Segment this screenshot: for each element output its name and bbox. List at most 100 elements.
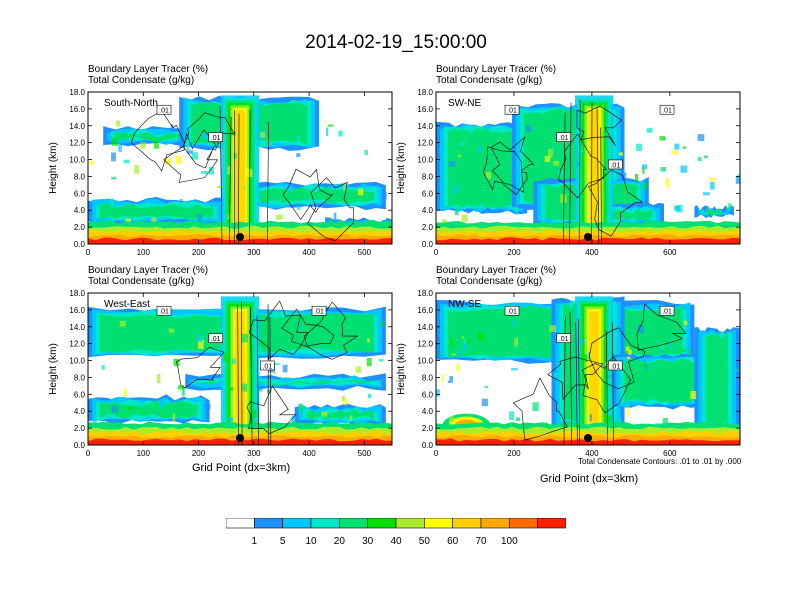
svg-text:.01: .01 bbox=[662, 108, 672, 115]
panel-west-east-xtick-label: 100 bbox=[137, 449, 151, 458]
panel-south-north-xtick-label: 400 bbox=[302, 248, 316, 257]
panel-nw-se-ytick-label: 14.0 bbox=[417, 323, 433, 332]
panel-sw-ne-ytick-label: 6.0 bbox=[422, 189, 434, 198]
colorbar-swatch bbox=[537, 518, 566, 529]
colorbar-swatch bbox=[452, 518, 482, 529]
panel-west-east-contour-label: .01 bbox=[260, 360, 275, 370]
panel-nw-se-ytick-label: 10.0 bbox=[417, 357, 433, 366]
panel-south-north-title-line2: Total Condensate (g/kg) bbox=[88, 75, 195, 86]
panel-west-east-ytick-label: 6.0 bbox=[74, 390, 86, 399]
panel-west-east-frame bbox=[87, 292, 393, 446]
panel-nw-se-ytick-label: 16.0 bbox=[417, 306, 433, 315]
panel-nw-se-ylabel: Height (km) bbox=[396, 343, 407, 395]
panel-south-north-frame bbox=[87, 91, 393, 245]
panel-south-north-xtick-label: 200 bbox=[192, 248, 206, 257]
panel-west-east-ytick-label: 0.0 bbox=[74, 441, 86, 450]
panel-sw-ne-ytick-label: 10.0 bbox=[417, 156, 433, 165]
panel-south-north-plot: .01.01South-North0.02.04.06.08.010.012.0… bbox=[48, 88, 393, 257]
colorbar-swatch bbox=[509, 518, 538, 529]
panel-south-north-ytick-label: 6.0 bbox=[74, 189, 86, 198]
figure-title: 2014-02-19_15:00:00 bbox=[305, 32, 487, 53]
panel-south-north-xtick-label: 0 bbox=[86, 248, 91, 257]
colorbar-label: 40 bbox=[390, 536, 402, 547]
panel-sw-ne-location-marker bbox=[584, 233, 592, 241]
panel-nw-se-direction-label: NW-SE bbox=[448, 299, 481, 310]
svg-text:.01: .01 bbox=[610, 162, 620, 169]
colorbar-label: 50 bbox=[419, 536, 431, 547]
panel-south-north-ytick-label: 16.0 bbox=[69, 105, 85, 114]
svg-text:.01: .01 bbox=[159, 108, 169, 115]
panel-south-north-xtick-label: 500 bbox=[358, 248, 372, 257]
panel-south-north-contour-label: .01 bbox=[156, 104, 172, 115]
panel-south-north-location-marker bbox=[236, 233, 244, 241]
panel-sw-ne-ytick-label: 4.0 bbox=[422, 206, 434, 215]
panel-nw-se-title-line2: Total Condensate (g/kg) bbox=[436, 276, 543, 287]
panel-nw-se-xtick-label: 600 bbox=[663, 449, 677, 458]
colorbar-swatch bbox=[339, 518, 368, 529]
panel-nw-se-location-marker bbox=[584, 434, 592, 442]
panel-nw-se-ytick-label: 12.0 bbox=[417, 340, 433, 349]
panel-sw-ne-contour-label: .01 bbox=[608, 159, 623, 169]
panel-west-east-title-line1: Boundary Layer Tracer (%) bbox=[88, 265, 209, 276]
panel-sw-ne-xtick-label: 200 bbox=[507, 248, 521, 257]
colorbar-swatch bbox=[282, 518, 312, 529]
panel-sw-ne-contour-label: .01 bbox=[556, 132, 571, 142]
panel-nw-se-xtick-label: 0 bbox=[434, 449, 439, 458]
colorbar-swatch bbox=[310, 518, 340, 529]
panel-sw-ne-ytick-label: 8.0 bbox=[422, 172, 434, 181]
panel-south-north-ytick-label: 10.0 bbox=[69, 156, 85, 165]
panel-south-north-ytick-label: 2.0 bbox=[74, 223, 86, 232]
panel-sw-ne-ytick-label: 16.0 bbox=[417, 105, 433, 114]
panel-sw-ne-xtick-label: 600 bbox=[663, 248, 677, 257]
panel-nw-se-xlabel: Grid Point (dx=3km) bbox=[540, 473, 639, 485]
colorbar-label: 100 bbox=[501, 536, 518, 547]
panel-nw-se-ytick-label: 2.0 bbox=[422, 424, 434, 433]
panel-west-east-ylabel: Height (km) bbox=[48, 343, 59, 395]
panel-nw-se-xtick-label: 200 bbox=[507, 449, 521, 458]
panel-west-east-ytick-label: 18.0 bbox=[69, 289, 85, 298]
panel-sw-ne-ytick-label: 14.0 bbox=[417, 122, 433, 131]
panel-sw-ne-title-line2: Total Condensate (g/kg) bbox=[436, 75, 543, 86]
panel-west-east-contour-label: .01 bbox=[311, 305, 327, 316]
panel-west-east-ytick-label: 2.0 bbox=[74, 424, 86, 433]
colorbar-swatch bbox=[480, 518, 510, 529]
panel-west-east-location-marker bbox=[236, 434, 244, 442]
panel-south-north-field: .01 .01 bbox=[88, 92, 392, 244]
panel-sw-ne-ytick-label: 18.0 bbox=[417, 88, 433, 97]
panel-west-east-xtick-label: 400 bbox=[302, 449, 316, 458]
panel-nw-se-field: .01 .01 .01 .01 bbox=[436, 293, 740, 445]
panel-south-north-direction-label: South-North bbox=[104, 98, 158, 109]
panel-south-north-contour-label: .01 bbox=[208, 132, 223, 142]
panel-nw-se-ytick-label: 8.0 bbox=[422, 373, 434, 382]
colorbar-label: 30 bbox=[362, 536, 374, 547]
panel-west-east-field: .01 .01 .01 .01 bbox=[88, 293, 392, 445]
svg-text:.01: .01 bbox=[559, 336, 569, 343]
panel-nw-se-contour-label: .01 bbox=[556, 333, 571, 343]
panel-sw-ne-ytick-label: 0.0 bbox=[422, 240, 434, 249]
panel-sw-ne-ytick-label: 2.0 bbox=[422, 223, 434, 232]
panel-west-east-ytick-label: 12.0 bbox=[69, 340, 85, 349]
svg-text:.01: .01 bbox=[662, 309, 672, 316]
panel-west-east-xtick-label: 200 bbox=[192, 449, 206, 458]
panel-sw-ne-contour-label: .01 bbox=[504, 104, 520, 115]
panel-west-east-ytick-label: 4.0 bbox=[74, 407, 86, 416]
panel-west-east-xtick-label: 300 bbox=[247, 449, 261, 458]
colorbar-swatch bbox=[424, 518, 453, 529]
panel-sw-ne-xtick-label: 400 bbox=[585, 248, 599, 257]
colorbar-label: 70 bbox=[475, 536, 487, 547]
panel-south-north-ytick-label: 18.0 bbox=[69, 88, 85, 97]
panel-sw-ne-frame bbox=[435, 91, 741, 245]
panel-sw-ne-plot: .01 .01 .01 .01 SW-NE 0.0 2.0 4.0 6.0 8.0 10.0 12.0… bbox=[396, 88, 741, 257]
colorbar-label: 60 bbox=[447, 536, 459, 547]
panel-sw-ne-direction-label: SW-NE bbox=[448, 98, 481, 109]
panel-sw-ne-ytick-label: 12.0 bbox=[417, 139, 433, 148]
svg-text:.01: .01 bbox=[507, 309, 517, 316]
panel-nw-se-ytick-label: 6.0 bbox=[422, 390, 434, 399]
panel-nw-se-xtick-label: 400 bbox=[585, 449, 599, 458]
colorbar: 1 5 10 20 30 40 50 60 70 100 bbox=[226, 518, 566, 547]
panel-south-north-ytick-label: 0.0 bbox=[74, 240, 86, 249]
colorbar-label: 20 bbox=[334, 536, 346, 547]
panel-sw-ne-ylabel: Height (km) bbox=[396, 142, 407, 194]
colorbar-swatch bbox=[254, 518, 283, 529]
panel-south-north-xtick-label: 300 bbox=[247, 248, 261, 257]
